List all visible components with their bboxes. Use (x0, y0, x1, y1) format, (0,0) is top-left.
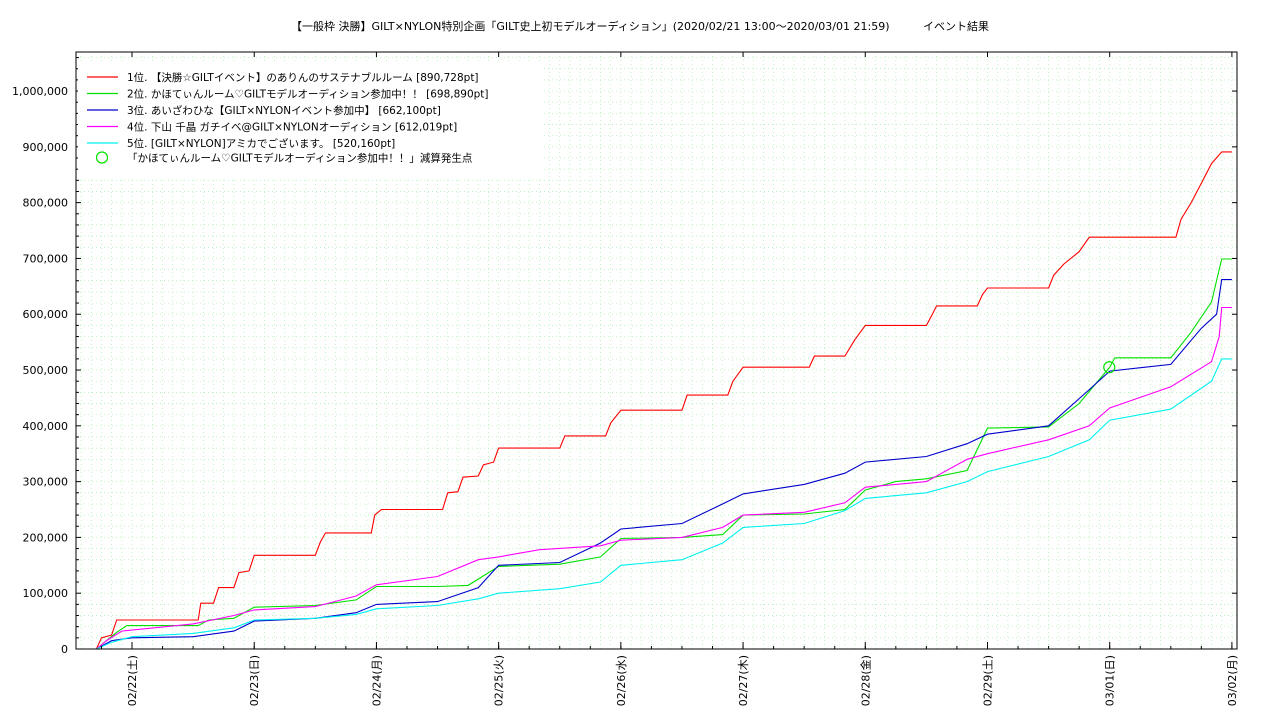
x-tick-label: 02/23(日) (248, 655, 261, 706)
y-tick-label: 600,000 (23, 308, 69, 321)
legend-marker-swatch (95, 151, 109, 164)
y-tick-label: 700,000 (23, 252, 69, 265)
y-tick-label: 800,000 (23, 197, 69, 210)
y-tick-label: 100,000 (23, 587, 69, 600)
x-tick-label: 02/24(月) (370, 655, 383, 706)
y-tick-label: 500,000 (23, 364, 69, 377)
legend-label-4: 4位. 下山 千晶 ガチイベ@GILT×NYLONオーディション [612,01… (127, 121, 457, 134)
axes: 0 100,000 200,000 300,000 400,000 500,000 600,… (12, 52, 1239, 706)
series-line-1 (76, 151, 1232, 650)
plot-frame (75, 51, 1238, 650)
series-line-2 (76, 258, 1232, 650)
chart-title-main: 【一般枠 決勝】GILT×NYLON特別企画「GILT史上初モデルオーディション… (291, 19, 890, 33)
y-tick-label: 200,000 (23, 531, 69, 544)
x-tick-label: 02/29(土) (981, 655, 994, 706)
y-tick-label: 300,000 (23, 476, 69, 489)
series-lines (76, 151, 1232, 650)
y-tick-label: 900,000 (23, 141, 69, 154)
x-tick-label: 03/02(月) (1226, 655, 1239, 706)
y-tick-label: 400,000 (23, 420, 69, 433)
series-line-4 (76, 306, 1232, 650)
legend-marker-label: 「かほてぃんルーム♡GILTモデルオーディション参加中！！」減算発生点 (127, 152, 472, 165)
legend-label-1: 1位. 【決勝☆GILTイベント】のありんのサステナブルルーム [890,728… (127, 71, 479, 84)
series-line-3 (76, 279, 1232, 650)
x-tick-label: 03/01(日) (1104, 655, 1117, 706)
legend-label-2: 2位. かほてぃんルーム♡GILTモデルオーディション参加中！！ [698,89… (127, 88, 489, 101)
legend: 1位. 【決勝☆GILTイベント】のありんのサステナブルルーム [890,728… (78, 62, 543, 177)
legend-label-3: 3位. あいざわひな【GILT×NYLONイベント参加中】 [662,100pt… (127, 104, 441, 117)
x-tick-label: 02/27(木) (737, 655, 750, 706)
markers (1103, 361, 1116, 374)
chart-subtitle: イベント結果 (923, 19, 989, 33)
marker-point-1 (1103, 361, 1116, 374)
y-tick-label: 1,000,000 (12, 85, 68, 98)
legend-box (78, 62, 543, 177)
x-tick-label: 02/22(土) (126, 655, 139, 706)
chart-title: 【一般枠 決勝】GILT×NYLON特別企画「GILT史上初モデルオーディション… (291, 19, 989, 33)
grid (76, 52, 1237, 649)
y-tick-label: 0 (61, 643, 68, 656)
legend-label-5: 5位. [GILT×NYLON]アミカでございます。 [520,160pt] (127, 137, 395, 150)
x-tick-label: 02/25(火) (493, 655, 506, 706)
x-tick-label: 02/26(水) (615, 655, 628, 706)
series-line-5 (76, 358, 1232, 650)
x-tick-label: 02/28(金) (858, 655, 872, 706)
